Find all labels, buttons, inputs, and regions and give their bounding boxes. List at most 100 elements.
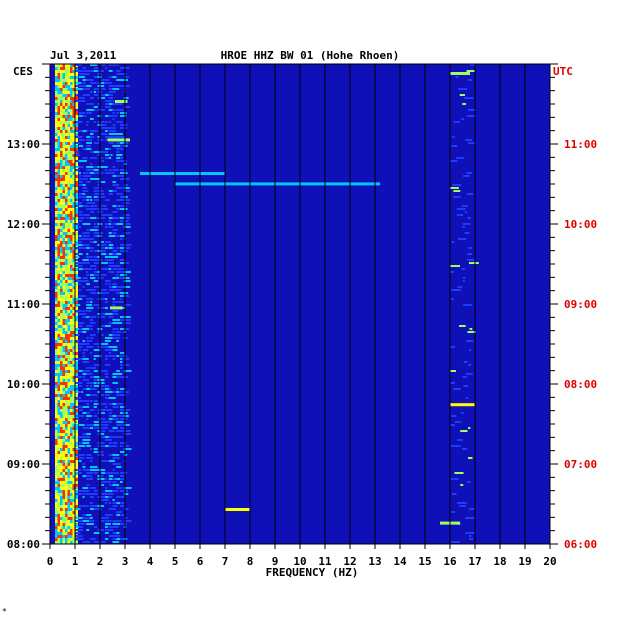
spectral-cell [55,70,58,73]
spectral-cell [55,190,58,193]
spectral-cell [108,259,114,261]
spectral-cell [62,232,66,235]
spectral-cell [120,178,124,180]
spectral-cell [75,385,78,388]
spectral-cell [70,85,73,88]
spectral-cell [65,238,68,241]
spectral-cell [450,265,460,267]
spectral-cell [55,511,58,514]
spectral-cell [72,244,76,247]
spectral-cell [55,466,58,469]
spectral-cell [57,181,61,184]
spectral-cell [62,439,66,442]
spectral-cell [67,472,71,475]
spectral-cell [60,265,63,268]
spectral-cell [65,385,68,388]
spectral-cell [67,241,71,244]
spectral-cell [57,433,61,436]
spectral-cell [55,202,58,205]
spectral-cell [82,190,89,192]
spectral-cell [55,451,58,454]
spectral-cell [67,367,71,370]
spectral-cell [78,145,84,147]
spectral-cell [57,436,61,439]
spectral-cell [82,439,91,441]
spectral-cell [57,373,61,376]
spectral-cell [70,532,73,535]
spectral-cell [101,181,106,183]
x-axis-title: FREQUENCY (HZ) [266,566,359,579]
spectral-cell [72,67,76,70]
spectral-cell [93,358,96,360]
spectral-cell [75,208,78,211]
spectral-cell [70,136,73,139]
spectral-cell [67,490,71,493]
spectral-cell [90,385,93,387]
spectral-cell [82,376,86,378]
spectral-cell [101,454,104,456]
spectral-cell [62,520,66,523]
spectral-cell [75,241,78,244]
spectral-cell [90,322,96,324]
spectral-cell [97,313,101,315]
spectral-cell [93,199,100,201]
spectral-cell [55,490,58,493]
spectral-cell [75,361,78,364]
spectral-cell [75,529,83,531]
spectral-cell [60,514,63,517]
spectral-cell [90,178,95,180]
spectral-cell [62,469,66,472]
spectral-cell [67,529,71,532]
spectral-cell [65,436,68,439]
spectral-cell [120,307,126,309]
spectral-cell [453,121,461,123]
spectral-cell [65,250,68,253]
spectral-cell [55,148,58,151]
spectral-cell [75,184,78,187]
spectral-cell [97,70,104,72]
spectral-cell [105,67,108,69]
spectral-cell [62,478,66,481]
spectral-cell [454,472,464,474]
spectral-cell [90,301,93,303]
spectral-cell [70,94,73,97]
spectral-cell [70,472,73,475]
spectral-cell [67,160,71,163]
spectral-cell [105,364,111,366]
spectral-cell [65,88,68,91]
spectral-cell [120,277,125,279]
spectral-cell [67,265,71,268]
spectral-cell [123,358,130,360]
spectral-cell [70,118,73,121]
spectral-cell [120,112,127,114]
spectral-cell [112,457,120,459]
chart-station-title: HROE HHZ BW 01 (Hohe Rhoen) [221,49,400,62]
spectral-cell [112,103,120,105]
spectral-cell [78,538,84,540]
spectral-cell [65,253,68,256]
spectral-cell [86,454,92,456]
spectral-cell [78,121,82,123]
spectral-event [110,306,123,310]
spectral-cell [67,409,71,412]
spectral-cell [67,274,71,277]
spectral-cell [57,115,61,118]
spectral-cell [468,262,479,264]
spectral-cell [123,202,130,204]
spectral-cell [120,142,126,144]
spectral-cell [78,268,85,270]
spectral-cell [65,139,68,142]
spectral-cell [65,244,68,247]
spectral-cell [116,247,122,249]
spectral-cell [451,145,458,147]
spectral-cell [120,157,124,159]
spectral-cell [468,142,475,144]
spectral-cell [459,325,466,327]
spectral-cell [70,193,73,196]
spectral-cell [65,220,68,223]
spectral-cell [57,454,61,457]
spectral-cell [97,271,101,273]
spectral-cell [60,157,63,160]
spectral-cell [70,187,73,190]
spectral-cell [70,376,73,379]
